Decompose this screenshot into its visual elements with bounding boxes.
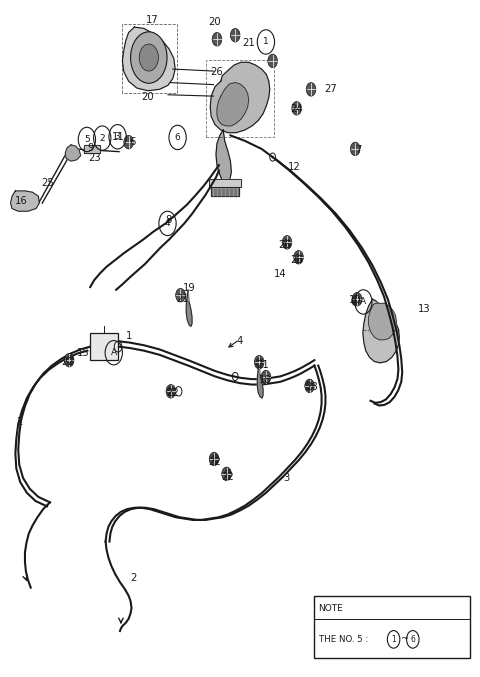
Circle shape xyxy=(225,469,231,479)
Text: 22: 22 xyxy=(61,357,73,366)
Circle shape xyxy=(139,44,158,71)
Circle shape xyxy=(168,387,174,396)
Text: 21: 21 xyxy=(243,38,255,47)
Text: 25: 25 xyxy=(42,179,54,188)
Text: 11: 11 xyxy=(112,133,124,142)
Text: 2: 2 xyxy=(16,418,23,427)
Text: 20: 20 xyxy=(142,93,154,102)
Circle shape xyxy=(352,292,362,306)
Circle shape xyxy=(176,288,185,302)
Text: 2: 2 xyxy=(99,133,105,143)
Text: 21: 21 xyxy=(176,294,189,304)
Circle shape xyxy=(268,54,277,68)
Text: 13: 13 xyxy=(418,305,431,314)
Text: 2: 2 xyxy=(130,573,136,583)
Polygon shape xyxy=(209,179,241,187)
Text: 27: 27 xyxy=(324,84,336,93)
Text: 26: 26 xyxy=(210,68,223,77)
Text: 22: 22 xyxy=(208,458,221,467)
Text: 16: 16 xyxy=(15,196,27,206)
Circle shape xyxy=(124,135,133,149)
Text: 26: 26 xyxy=(279,240,291,250)
Circle shape xyxy=(131,32,167,83)
Circle shape xyxy=(350,142,360,156)
Polygon shape xyxy=(217,83,249,126)
Polygon shape xyxy=(369,303,396,340)
Polygon shape xyxy=(122,27,175,91)
Text: 6: 6 xyxy=(175,133,180,142)
Text: 6: 6 xyxy=(410,635,415,644)
Text: 1: 1 xyxy=(391,635,396,644)
Polygon shape xyxy=(65,145,81,161)
Text: 19: 19 xyxy=(183,283,196,292)
Polygon shape xyxy=(210,62,270,133)
Circle shape xyxy=(230,28,240,42)
Circle shape xyxy=(261,370,271,384)
Text: 6: 6 xyxy=(129,137,136,147)
Text: 24: 24 xyxy=(290,104,303,114)
Polygon shape xyxy=(363,299,399,363)
Polygon shape xyxy=(84,145,100,153)
Circle shape xyxy=(306,83,316,96)
Circle shape xyxy=(166,385,176,398)
Circle shape xyxy=(353,295,360,305)
Text: 10: 10 xyxy=(349,295,362,305)
Circle shape xyxy=(212,454,218,464)
Text: 3: 3 xyxy=(115,132,120,141)
Text: 4: 4 xyxy=(236,336,243,345)
Polygon shape xyxy=(211,187,239,196)
Text: 1: 1 xyxy=(126,332,132,341)
Text: 14: 14 xyxy=(274,269,286,278)
Circle shape xyxy=(222,467,231,481)
Circle shape xyxy=(64,353,74,367)
Text: 18: 18 xyxy=(259,375,271,385)
Text: 5: 5 xyxy=(84,135,90,144)
Text: 8: 8 xyxy=(165,215,171,225)
Text: 12: 12 xyxy=(288,162,300,172)
Circle shape xyxy=(284,239,290,248)
Text: THE NO. 5 :: THE NO. 5 : xyxy=(319,635,369,644)
Polygon shape xyxy=(216,130,231,187)
Circle shape xyxy=(305,379,314,393)
Circle shape xyxy=(256,358,263,368)
Text: 22: 22 xyxy=(221,472,234,481)
Circle shape xyxy=(282,236,292,249)
Text: 21: 21 xyxy=(256,360,269,370)
Circle shape xyxy=(306,381,312,391)
Text: 3: 3 xyxy=(283,473,290,483)
Text: 1: 1 xyxy=(263,37,269,47)
Text: NOTE: NOTE xyxy=(318,604,343,613)
Text: A: A xyxy=(111,348,117,357)
Bar xyxy=(90,333,118,360)
Polygon shape xyxy=(186,290,192,326)
Text: A: A xyxy=(360,297,366,307)
Circle shape xyxy=(254,355,264,369)
Text: 20: 20 xyxy=(208,17,221,26)
Polygon shape xyxy=(257,363,263,398)
Text: 7: 7 xyxy=(355,146,361,155)
Text: 23: 23 xyxy=(88,153,100,162)
Text: 4: 4 xyxy=(165,219,170,228)
Circle shape xyxy=(294,250,303,264)
Text: 28: 28 xyxy=(305,382,318,391)
Circle shape xyxy=(67,355,73,365)
FancyBboxPatch shape xyxy=(314,596,470,658)
Text: ~: ~ xyxy=(401,634,409,645)
Text: 9: 9 xyxy=(87,143,94,152)
Text: 15: 15 xyxy=(77,349,90,358)
Circle shape xyxy=(212,32,222,46)
Text: 17: 17 xyxy=(146,16,159,25)
Circle shape xyxy=(295,254,302,263)
Text: 26: 26 xyxy=(291,255,303,265)
Circle shape xyxy=(292,102,301,115)
Polygon shape xyxy=(11,191,39,211)
Text: 22: 22 xyxy=(167,389,179,398)
Circle shape xyxy=(209,452,219,466)
